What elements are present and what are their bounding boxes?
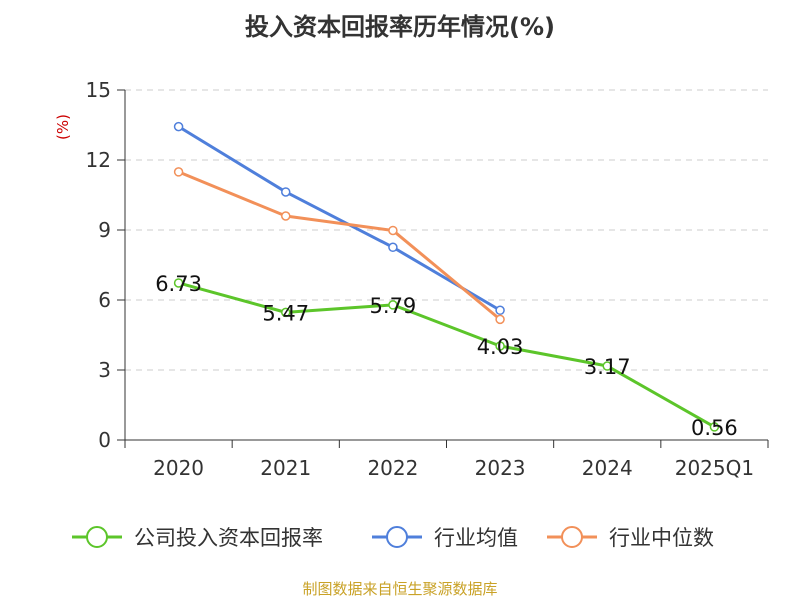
data-point — [281, 307, 291, 318]
series-line — [177, 125, 501, 312]
y-tick-label: 12 — [86, 148, 111, 172]
data-label: 0.56 — [691, 416, 738, 440]
data-point — [173, 121, 184, 132]
x-tick-label: 2022 — [367, 456, 418, 480]
gridlines — [125, 89, 768, 371]
axes — [117, 89, 769, 448]
data-label: 5.79 — [370, 294, 417, 318]
data-label: 3.17 — [584, 355, 631, 379]
series-line — [178, 281, 716, 429]
x-tick-label: 2020 — [153, 456, 204, 480]
y-axis-label: (%) — [54, 114, 72, 140]
source-note: 制图数据来自恒生聚源数据库 — [302, 580, 497, 598]
data-point — [173, 167, 184, 177]
data-labels: 6.73 5.47 5.79 4.03 3.17 0.56 — [155, 272, 738, 440]
series-lines — [173, 121, 720, 432]
x-tick-label: 2025Q1 — [675, 456, 754, 480]
data-label: 5.47 — [262, 301, 309, 325]
data-point — [495, 341, 505, 351]
legend-swatch-marker — [561, 526, 583, 548]
data-point — [709, 422, 720, 432]
x-tick-label: 2021 — [260, 456, 311, 480]
y-tick-labels: 0 3 6 9 12 15 — [86, 78, 111, 452]
legend-label: 行业均值 — [434, 526, 518, 550]
y-tick-label: 0 — [98, 428, 111, 452]
data-label: 6.73 — [155, 272, 202, 296]
data-point — [388, 300, 398, 310]
x-tick-labels: 2020 2021 2022 2023 2024 2025Q1 — [153, 456, 754, 480]
data-point — [281, 187, 291, 197]
x-tick-label: 2023 — [475, 456, 526, 480]
data-point — [388, 225, 398, 236]
y-tick-label: 3 — [98, 358, 111, 382]
data-point — [388, 242, 398, 253]
y-tick-label: 15 — [86, 78, 111, 102]
legend-swatch-marker — [386, 526, 408, 548]
x-tick-label: 2024 — [582, 456, 633, 480]
data-point — [495, 314, 505, 325]
data-point — [602, 361, 612, 371]
y-tick-label: 9 — [98, 218, 111, 242]
data-point — [281, 211, 291, 221]
legend-swatch-marker — [86, 526, 108, 548]
series-line — [178, 170, 502, 321]
legend: 公司投入资本回报率 行业均值 行业中位数 — [72, 526, 714, 550]
chart-title: 投入资本回报率历年情况(%) — [245, 13, 555, 41]
data-point — [495, 305, 505, 316]
legend-label: 公司投入资本回报率 — [134, 526, 323, 550]
data-label: 4.03 — [477, 335, 524, 359]
legend-label: 行业中位数 — [609, 526, 714, 550]
y-tick-label: 6 — [98, 288, 111, 312]
data-point — [173, 278, 184, 288]
